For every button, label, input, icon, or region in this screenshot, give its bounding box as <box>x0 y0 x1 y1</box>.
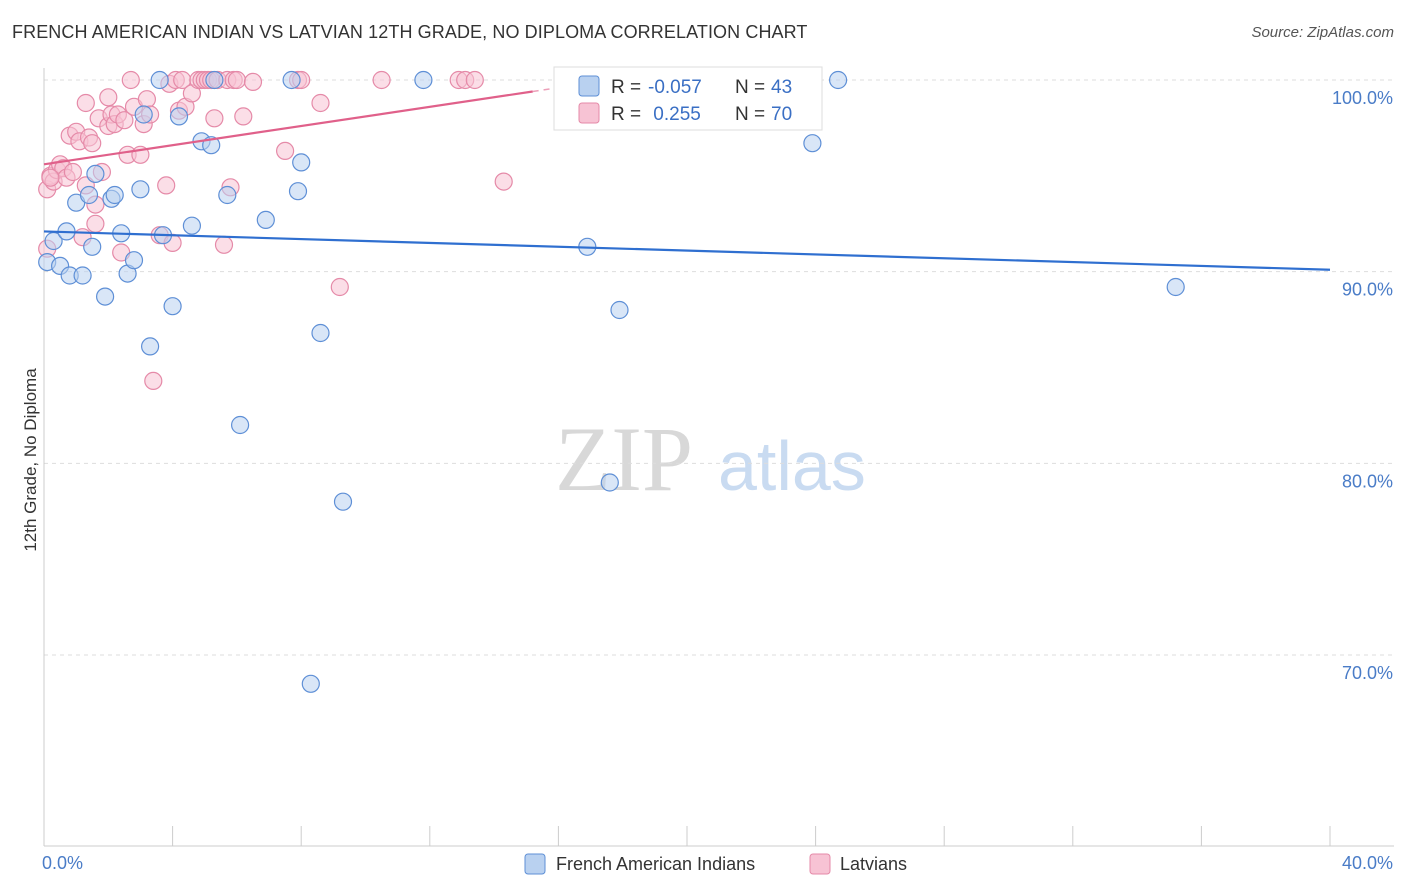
french-american-indians-point <box>86 164 105 183</box>
legend-n-value-blue: 43 <box>771 77 792 98</box>
latvians-point <box>234 107 253 126</box>
latvians-point <box>372 70 391 90</box>
french-american-indians-point <box>141 337 160 356</box>
latvians-point <box>99 88 118 107</box>
trend-line-blue <box>43 230 1331 271</box>
latvians-point <box>41 168 60 187</box>
french-american-indians-point <box>163 297 182 316</box>
latvians-point <box>121 70 140 90</box>
latvians-point <box>63 162 83 182</box>
x-tick-label: 40.0% <box>1342 853 1393 873</box>
latvians-point <box>214 235 234 254</box>
legend-r-label-blue: R = <box>611 77 641 98</box>
chart-title: FRENCH AMERICAN INDIAN VS LATVIAN 12TH G… <box>12 22 808 42</box>
legend-n-label-pink: N = <box>735 104 765 125</box>
french-american-indians-point <box>292 153 311 172</box>
french-american-indians-point <box>169 107 189 126</box>
latvians-point <box>205 109 224 128</box>
french-american-indians-point <box>610 300 629 320</box>
latvians-point <box>76 93 95 113</box>
french-american-indians-point <box>1166 277 1185 297</box>
latvians-point <box>227 70 246 90</box>
correlation-legend: R = -0.057 N = 43 R = 0.255 N = 70 <box>553 66 823 131</box>
y-axis-label: 12th Grade, No Diploma <box>21 368 40 552</box>
latvians-point <box>494 172 513 191</box>
chart-source: Source: ZipAtlas.com <box>1251 24 1394 41</box>
latvians-point <box>243 72 263 92</box>
french-american-indians-point <box>414 70 433 90</box>
series-legend-label-blue: French American Indians <box>556 854 755 874</box>
latvians-point <box>330 277 349 297</box>
watermark-atlas: atlas <box>718 427 866 505</box>
french-american-indians-point <box>828 70 848 90</box>
latvians-point <box>311 93 330 113</box>
french-american-indians-point <box>182 216 201 235</box>
series-legend: French American Indians Latvians <box>524 853 907 875</box>
french-american-indians-point <box>803 134 822 153</box>
french-american-indians-point <box>79 185 99 205</box>
series-legend-swatch-blue <box>524 853 546 875</box>
french-american-indians-point <box>105 185 124 205</box>
latvians-points <box>38 70 513 390</box>
french-american-indians-point <box>231 415 250 435</box>
legend-swatch-blue <box>578 75 600 97</box>
french-american-indians-points <box>38 70 1185 693</box>
french-american-indians-point <box>131 180 150 199</box>
legend-r-label-pink: R = <box>611 104 641 125</box>
french-american-indians-point <box>73 266 92 285</box>
y-tick-label: 80.0% <box>1342 471 1393 491</box>
french-american-indians-point <box>124 251 144 270</box>
y-tick-label: 90.0% <box>1342 280 1393 300</box>
french-american-indians-point <box>301 674 320 693</box>
legend-r-value-blue: -0.057 <box>648 77 702 98</box>
french-american-indians-point <box>600 473 619 492</box>
series-legend-swatch-pink <box>809 853 831 875</box>
french-american-indians-point <box>150 70 169 90</box>
latvians-point <box>137 90 156 109</box>
latvians-point <box>465 70 484 90</box>
legend-n-label-blue: N = <box>735 77 765 98</box>
gridlines <box>44 79 1394 656</box>
latvians-point <box>115 111 134 130</box>
x-tick-label: 0.0% <box>42 853 83 873</box>
legend-n-value-pink: 70 <box>771 104 792 125</box>
french-american-indians-point <box>218 185 237 205</box>
series-legend-label-pink: Latvians <box>840 854 907 874</box>
y-tick-label: 100.0% <box>1332 88 1393 108</box>
french-american-indians-point <box>134 105 153 124</box>
latvians-point <box>157 176 176 195</box>
french-american-indians-point <box>288 182 308 201</box>
y-tick-label: 70.0% <box>1342 663 1393 683</box>
french-american-indians-point <box>282 70 301 90</box>
watermark-zip: ZIP <box>555 408 693 510</box>
latvians-point <box>83 134 102 153</box>
trend-line-pink <box>43 90 533 166</box>
latvians-point <box>86 214 105 233</box>
french-american-indians-point <box>95 287 115 306</box>
legend-swatch-pink <box>578 102 600 124</box>
french-american-indians-point <box>311 323 330 343</box>
latvians-point <box>276 141 295 160</box>
french-american-indians-point <box>333 492 353 511</box>
french-american-indians-point <box>83 237 102 256</box>
french-american-indians-point <box>256 210 275 229</box>
french-american-indians-point <box>205 70 224 90</box>
latvians-point <box>144 371 163 390</box>
legend-r-value-pink: 0.255 <box>648 104 701 125</box>
